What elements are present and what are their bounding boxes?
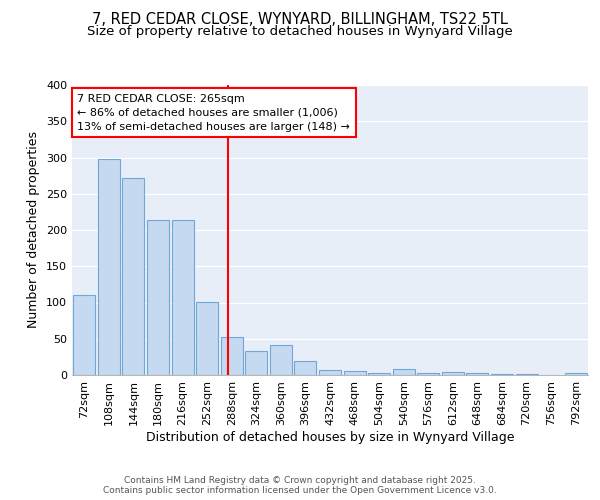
Bar <box>319 370 341 375</box>
X-axis label: Distribution of detached houses by size in Wynyard Village: Distribution of detached houses by size … <box>146 430 514 444</box>
Bar <box>565 373 587 375</box>
Bar <box>147 220 169 375</box>
Bar <box>245 351 268 375</box>
Bar <box>98 159 120 375</box>
Text: 7 RED CEDAR CLOSE: 265sqm
← 86% of detached houses are smaller (1,006)
13% of se: 7 RED CEDAR CLOSE: 265sqm ← 86% of detac… <box>77 94 350 132</box>
Text: Size of property relative to detached houses in Wynyard Village: Size of property relative to detached ho… <box>87 25 513 38</box>
Bar <box>515 374 538 375</box>
Bar <box>417 373 439 375</box>
Bar <box>442 372 464 375</box>
Bar <box>491 374 513 375</box>
Text: 7, RED CEDAR CLOSE, WYNYARD, BILLINGHAM, TS22 5TL: 7, RED CEDAR CLOSE, WYNYARD, BILLINGHAM,… <box>92 12 508 28</box>
Bar <box>73 295 95 375</box>
Bar <box>295 360 316 375</box>
Bar <box>122 178 145 375</box>
Bar <box>172 220 194 375</box>
Bar <box>392 369 415 375</box>
Bar <box>221 338 243 375</box>
Bar <box>466 373 488 375</box>
Y-axis label: Number of detached properties: Number of detached properties <box>28 132 40 328</box>
Bar <box>196 302 218 375</box>
Text: Contains HM Land Registry data © Crown copyright and database right 2025.
Contai: Contains HM Land Registry data © Crown c… <box>103 476 497 495</box>
Bar <box>344 372 365 375</box>
Bar <box>270 344 292 375</box>
Bar <box>368 373 390 375</box>
